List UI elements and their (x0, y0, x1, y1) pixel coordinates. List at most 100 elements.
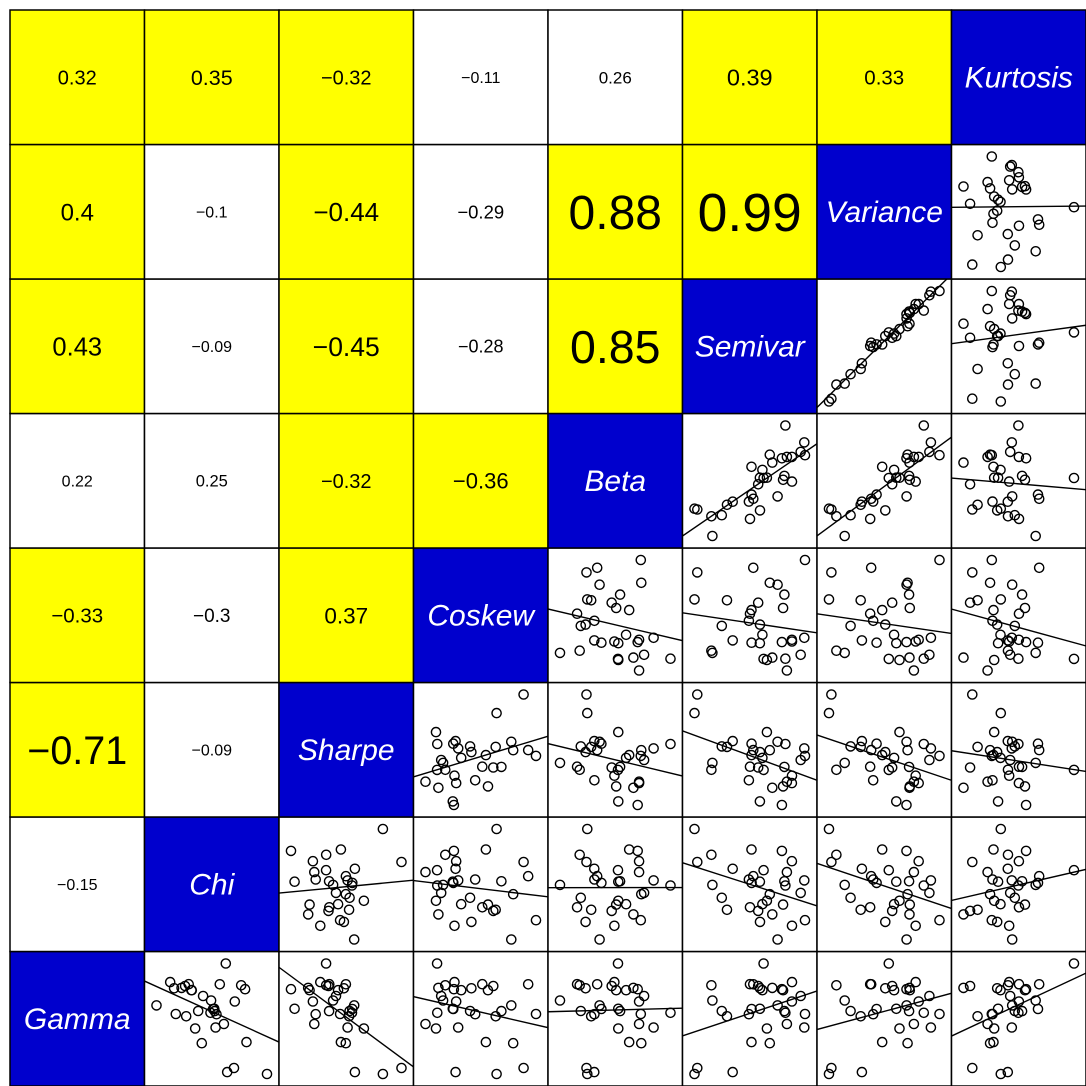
scatter-point (894, 726, 905, 738)
scatter-point (908, 451, 920, 463)
variable-label: Kurtosis (965, 61, 1073, 94)
scatter-point (638, 649, 650, 661)
scatter-point (594, 736, 605, 748)
cell-gamma-kurtosis (950, 950, 1086, 1086)
scatter-point (761, 726, 773, 738)
scatter-point (901, 845, 912, 857)
scatter-point (795, 887, 807, 899)
scatter-point (987, 615, 998, 627)
scatter-point (901, 491, 912, 502)
correlation-cell-background (681, 143, 818, 280)
scatter-point (1006, 491, 1018, 502)
correlation-cell-background (278, 143, 415, 280)
scatter-point (554, 995, 566, 1006)
scatter-point (886, 762, 898, 773)
scatter-point (1032, 489, 1044, 500)
scatter-point (1033, 562, 1045, 574)
scatter-point (1006, 159, 1018, 171)
scatter-point (170, 1008, 182, 1020)
scatter-point (448, 845, 460, 857)
scatter-point (571, 978, 583, 990)
cell-gamma-coskew (412, 950, 549, 1086)
regression-line (413, 995, 548, 1029)
scatter-point (466, 746, 477, 758)
cell-semivar-coskew: −0.28 (412, 278, 549, 415)
scatter-point (748, 744, 759, 756)
scatter-point (752, 905, 764, 917)
scatter-point (327, 995, 339, 1006)
scatter-point (727, 1066, 739, 1078)
scatter-point (772, 934, 783, 945)
scatter-point (871, 637, 882, 649)
scatter-point (420, 776, 431, 788)
scatter-point (894, 654, 905, 666)
scatter-point (1002, 1066, 1014, 1078)
scatter-point (1020, 799, 1032, 811)
cell-beta-kurtosis (950, 412, 1086, 549)
scatter-point (972, 595, 983, 606)
correlation-value: −0.45 (313, 332, 380, 362)
scatter-point (995, 823, 1007, 835)
scatter-point (988, 726, 1000, 738)
scatter-point (982, 451, 993, 463)
correlation-value: −0.1 (196, 205, 228, 222)
correlation-value: −0.33 (51, 605, 103, 628)
cell-coskew-sharpe: 0.37 (278, 547, 415, 684)
scatter-point (1006, 579, 1018, 591)
scatter-point (1006, 934, 1018, 945)
scatter-point (505, 934, 517, 945)
scatter-point (758, 958, 769, 969)
scatter-point (1004, 649, 1016, 661)
scatter-point (901, 983, 912, 995)
scatter-point (310, 874, 322, 885)
scatter-point (746, 738, 757, 750)
scatter-point (1032, 738, 1044, 750)
scatter-point (799, 750, 811, 762)
scatter-point (991, 205, 1003, 216)
scatter-point (431, 880, 443, 891)
scatter-point (612, 764, 624, 776)
scatter-point (924, 887, 935, 899)
scatter-point (455, 984, 467, 996)
scatter-point (211, 1008, 222, 1020)
scatter-point (580, 619, 591, 630)
scatter-point (613, 876, 624, 888)
scatter-point (891, 876, 902, 888)
scatter-point (1019, 984, 1031, 996)
scatter-point (522, 744, 534, 756)
scatter-point (505, 736, 517, 748)
scatter-point (581, 689, 592, 700)
scatter-point (1013, 653, 1024, 665)
scatter-point (910, 770, 922, 782)
correlation-value: −0.09 (192, 339, 233, 356)
scatter-point (589, 1008, 600, 1020)
scatter-point (910, 920, 922, 932)
scatter-point (613, 1003, 624, 1015)
scatter-point (823, 1068, 835, 1080)
scatter-point (1006, 632, 1018, 644)
scatter-point (706, 510, 717, 522)
scatter-point (826, 856, 837, 868)
scatter-point (934, 1008, 945, 1020)
correlation-value: 0.39 (727, 65, 773, 91)
scatter-point (507, 1037, 519, 1049)
scatter-point (307, 996, 319, 1007)
scatter-point (431, 764, 443, 776)
scatter-panel-background (547, 681, 684, 818)
scatter-point (340, 1037, 352, 1049)
scatter-point (764, 1037, 776, 1049)
scatter-point (856, 863, 868, 875)
scatter-point (958, 181, 969, 192)
correlation-cell-background (681, 9, 818, 146)
scatter-point (826, 567, 837, 578)
scatter-point (692, 689, 703, 700)
scatter-point (901, 313, 912, 324)
scatter-point (864, 608, 876, 620)
scatter-point (466, 983, 477, 994)
scatter-point (1020, 983, 1032, 995)
scatter-point (304, 984, 315, 996)
scatter-point (1013, 634, 1025, 646)
scatter-point (575, 620, 587, 632)
scatter-point (1006, 313, 1018, 324)
scatter-point (1002, 357, 1014, 369)
